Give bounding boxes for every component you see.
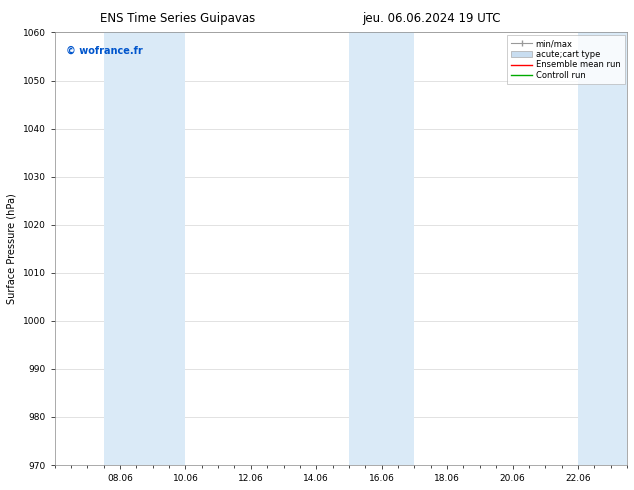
Legend: min/max, acute;cart type, Ensemble mean run, Controll run: min/max, acute;cart type, Ensemble mean … bbox=[507, 35, 624, 84]
Bar bbox=[349, 32, 415, 465]
Y-axis label: Surface Pressure (hPa): Surface Pressure (hPa) bbox=[7, 194, 17, 304]
Text: ENS Time Series Guipavas: ENS Time Series Guipavas bbox=[100, 12, 255, 25]
Text: jeu. 06.06.2024 19 UTC: jeu. 06.06.2024 19 UTC bbox=[362, 12, 500, 25]
Text: © wofrance.fr: © wofrance.fr bbox=[66, 46, 143, 55]
Bar bbox=[578, 32, 627, 465]
Bar bbox=[103, 32, 185, 465]
